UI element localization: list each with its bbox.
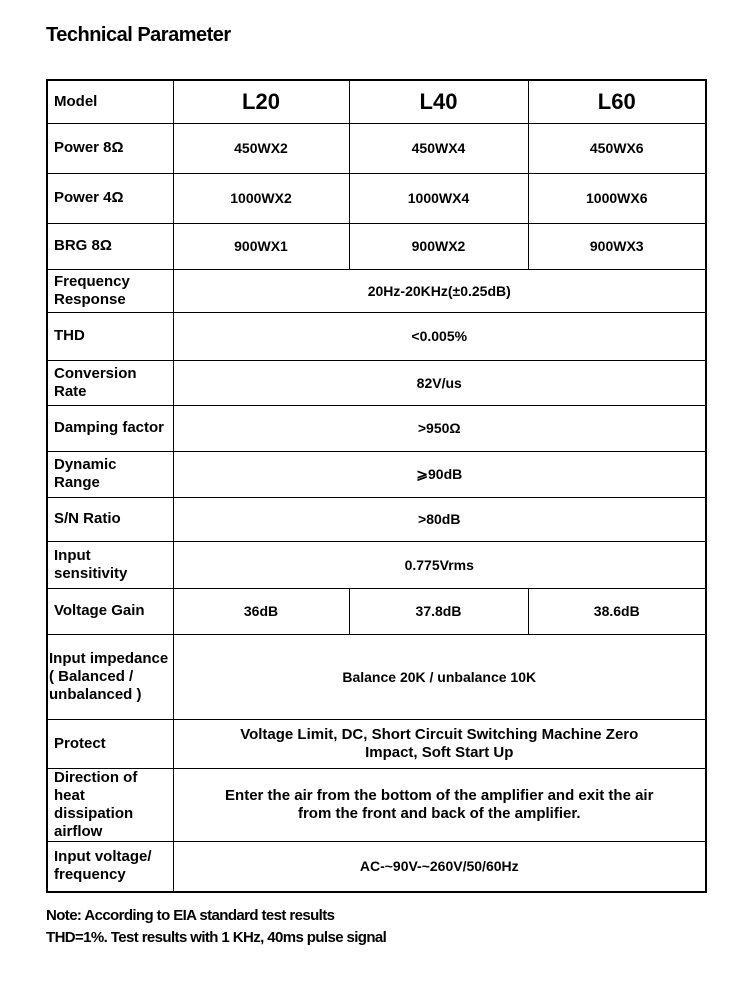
note-line-1: Note: According to EIA standard test res… [46, 907, 335, 924]
row-label: Direction of heat dissipation airflow [46, 767, 174, 842]
table-row: BRG 8Ω 900WX1 900WX2 900WX3 [46, 222, 707, 270]
table-row: Power 4Ω 1000WX2 1000WX4 1000WX6 [46, 172, 707, 224]
table-row: Power 8Ω 450WX2 450WX4 450WX6 [46, 122, 707, 174]
row-value: Voltage Limit, DC, Short Circuit Switchi… [172, 718, 707, 769]
row-label: BRG 8Ω [46, 222, 174, 270]
row-label: Protect [46, 718, 174, 769]
row-value: 38.6dB [527, 587, 707, 635]
footnote: Note: According to EIA standard test res… [46, 905, 387, 949]
row-label: Power 4Ω [46, 172, 174, 224]
row-value: 900WX1 [172, 222, 350, 270]
row-value: 37.8dB [348, 587, 529, 635]
row-label: Damping factor [46, 404, 174, 452]
row-value: 20Hz-20KHz(±0.25dB) [172, 268, 707, 313]
row-label: Frequency Response [46, 268, 174, 313]
table-row: Input impedance ( Balanced / unbalanced … [46, 633, 707, 720]
row-value: 900WX2 [348, 222, 529, 270]
row-value: >80dB [172, 496, 707, 542]
row-value: 36dB [172, 587, 350, 635]
row-label: Conversion Rate [46, 359, 174, 406]
row-value: AC-~90V-~260V/50/60Hz [172, 840, 707, 893]
table-row: Input sensitivity 0.775Vrms [46, 540, 707, 589]
row-value: 0.775Vrms [172, 540, 707, 589]
table-row: Direction of heat dissipation airflow Ent… [46, 767, 707, 842]
spec-table: Model L20 L40 L60 Power 8Ω 450WX2 450WX4 45… [46, 79, 707, 893]
row-label: Dynamic Range [46, 450, 174, 498]
row-value: Enter the air from the bottom of the amp… [172, 767, 707, 842]
row-label: Power 8Ω [46, 122, 174, 174]
table-row: Frequency Response 20Hz-20KHz(±0.25dB) [46, 268, 707, 313]
row-value: ⩾90dB [172, 450, 707, 498]
row-value: 82V/us [172, 359, 707, 406]
row-value: >950Ω [172, 404, 707, 452]
page-title: Technical Parameter [46, 24, 231, 46]
model-l60: L60 [527, 79, 707, 124]
row-label: Input impedance ( Balanced / unbalanced … [46, 633, 174, 720]
table-row: Voltage Gain 36dB 37.8dB 38.6dB [46, 587, 707, 635]
table-row: Damping factor >950Ω [46, 404, 707, 452]
row-value: 450WX2 [172, 122, 350, 174]
row-value: 450WX4 [348, 122, 529, 174]
row-value: 1000WX2 [172, 172, 350, 224]
row-label: S/N Ratio [46, 496, 174, 542]
table-row: Conversion Rate 82V/us [46, 359, 707, 406]
row-label: Input sensitivity [46, 540, 174, 589]
row-value: 900WX3 [527, 222, 707, 270]
row-value: 1000WX4 [348, 172, 529, 224]
row-value: 1000WX6 [527, 172, 707, 224]
model-label: Model [46, 79, 174, 124]
table-row: Dynamic Range ⩾90dB [46, 450, 707, 498]
row-label: Voltage Gain [46, 587, 174, 635]
row-value: 450WX6 [527, 122, 707, 174]
row-label: Input voltage/ frequency [46, 840, 174, 893]
model-l20: L20 [172, 79, 350, 124]
table-row: THD <0.005% [46, 311, 707, 361]
table-row: S/N Ratio >80dB [46, 496, 707, 542]
table-row: Protect Voltage Limit, DC, Short Circuit … [46, 718, 707, 769]
note-line-2: THD=1%. Test results with 1 KHz, 40ms pu… [46, 929, 387, 946]
model-l40: L40 [348, 79, 529, 124]
row-value: Balance 20K / unbalance 10K [172, 633, 707, 720]
table-header-row: Model L20 L40 L60 [46, 79, 707, 124]
row-label: THD [46, 311, 174, 361]
table-row: Input voltage/ frequency AC-~90V-~260V/50… [46, 840, 707, 893]
row-value: <0.005% [172, 311, 707, 361]
